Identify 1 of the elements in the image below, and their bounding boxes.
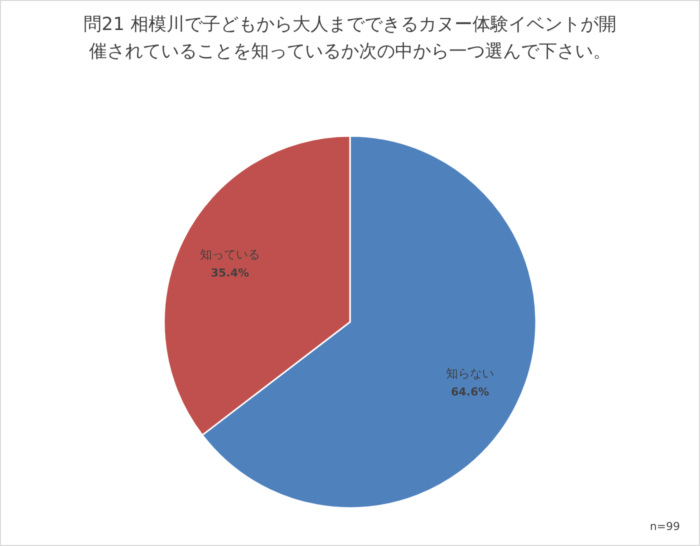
title: 問21 相模川で子どもから大人までできるカヌー体験イベントが開催されていることを知っているか次の中から一つ選んで下さい。 — [84, 14, 616, 62]
